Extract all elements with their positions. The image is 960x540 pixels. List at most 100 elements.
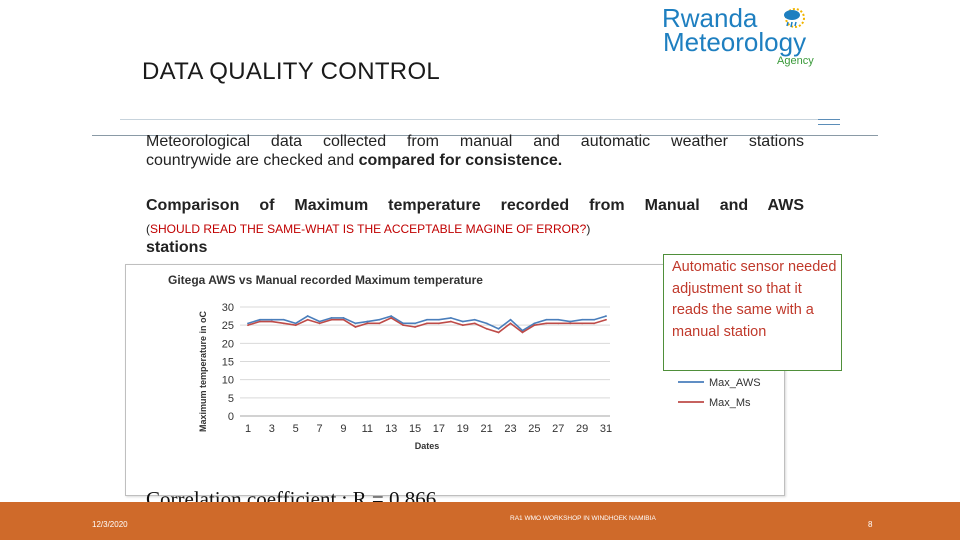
x-tick-label: 17 bbox=[433, 423, 445, 435]
data-point-max_ms bbox=[521, 331, 524, 334]
data-point-max_aws bbox=[426, 318, 428, 321]
divider-line bbox=[120, 119, 820, 120]
data-point-max_aws bbox=[521, 329, 524, 332]
x-tick-label: 23 bbox=[504, 423, 516, 435]
data-point-max_aws bbox=[354, 322, 357, 325]
data-point-max_ms bbox=[485, 327, 488, 330]
logo-text-rwanda: Rwanda bbox=[662, 3, 758, 33]
data-point-max_ms bbox=[557, 322, 560, 325]
x-tick-label: 3 bbox=[269, 423, 275, 435]
data-point-max_aws bbox=[605, 315, 607, 317]
callout-box bbox=[663, 254, 842, 371]
data-point-max_aws bbox=[270, 318, 273, 321]
data-point-max_aws bbox=[461, 320, 464, 323]
slide-title: DATA QUALITY CONTROL bbox=[142, 58, 441, 85]
data-point-max_aws bbox=[473, 318, 476, 321]
x-tick-label: 25 bbox=[528, 423, 540, 435]
x-tick-label: 1 bbox=[245, 423, 251, 435]
error-margin-note: (SHOULD READ THE SAME-WHAT IS THE ACCEPT… bbox=[146, 222, 590, 236]
data-point-max_ms bbox=[545, 322, 548, 325]
data-point-max_aws bbox=[438, 318, 440, 321]
x-tick-label: 5 bbox=[293, 423, 299, 435]
x-axis-label: Dates bbox=[415, 441, 440, 451]
x-tick-label: 11 bbox=[362, 423, 373, 435]
data-point-max_ms bbox=[438, 322, 440, 325]
data-point-max_ms bbox=[390, 317, 393, 319]
data-point-max_ms bbox=[247, 324, 249, 327]
data-point-max_aws bbox=[509, 318, 512, 321]
data-point-max_aws bbox=[342, 317, 345, 319]
data-point-max_aws bbox=[366, 320, 369, 323]
y-tick-label: 15 bbox=[222, 357, 234, 369]
x-tick-label: 19 bbox=[457, 423, 469, 435]
cloud-rain-icon bbox=[784, 8, 805, 28]
data-point-max_aws bbox=[378, 318, 381, 321]
paragraph-intro-line1: Meteorological data collected from manua… bbox=[146, 133, 804, 150]
y-tick-label: 25 bbox=[222, 320, 234, 332]
data-point-max_aws bbox=[485, 322, 488, 325]
intro-bold-text: compared for consistence. bbox=[358, 152, 563, 169]
legend-label: Max_Ms bbox=[709, 397, 751, 409]
data-point-max_ms bbox=[533, 324, 536, 327]
data-point-max_aws bbox=[593, 318, 595, 321]
x-tick-label: 7 bbox=[317, 423, 323, 435]
data-point-max_aws bbox=[533, 322, 536, 325]
data-point-max_aws bbox=[282, 318, 285, 321]
y-tick-label: 5 bbox=[228, 393, 234, 405]
y-axis-label: Maximum temperature in oC bbox=[198, 310, 208, 432]
data-point-max_aws bbox=[497, 327, 500, 330]
y-tick-label: 20 bbox=[222, 338, 234, 350]
legend-label: Max_AWS bbox=[709, 377, 761, 389]
data-point-max_ms bbox=[342, 318, 345, 321]
page-number: 8 bbox=[868, 520, 873, 529]
x-tick-label: 15 bbox=[409, 423, 421, 435]
y-tick-label: 30 bbox=[222, 302, 234, 314]
data-point-max_aws bbox=[402, 322, 405, 325]
data-point-max_ms bbox=[294, 324, 297, 327]
footer-bar bbox=[0, 502, 960, 540]
note-close-paren: ) bbox=[586, 222, 591, 236]
data-point-max_ms bbox=[414, 326, 416, 328]
paragraph-comparison: Comparison of Maximum temperature record… bbox=[146, 197, 804, 214]
divider-line bbox=[92, 135, 878, 136]
paragraph-stations: stations bbox=[146, 239, 208, 256]
data-point-max_ms bbox=[581, 322, 584, 325]
data-point-max_ms bbox=[497, 331, 500, 334]
x-tick-label: 9 bbox=[340, 423, 346, 435]
logo-text-meteorology: Meteorology bbox=[663, 27, 807, 57]
y-tick-label: 10 bbox=[222, 375, 234, 387]
data-point-max_aws bbox=[545, 318, 548, 321]
x-tick-label: 31 bbox=[600, 423, 612, 435]
data-point-max_ms bbox=[593, 322, 595, 325]
chart-title: Gitega AWS vs Manual recorded Maximum te… bbox=[168, 273, 483, 287]
data-point-max_ms bbox=[605, 318, 607, 321]
data-point-max_ms bbox=[259, 320, 261, 323]
note-open-paren: ( bbox=[146, 222, 150, 236]
data-point-max_aws bbox=[569, 320, 572, 323]
data-point-max_ms bbox=[449, 320, 452, 323]
data-point-max_aws bbox=[557, 318, 560, 321]
data-point-max_aws bbox=[449, 317, 452, 319]
data-point-max_ms bbox=[461, 324, 464, 327]
data-point-max_aws bbox=[330, 317, 333, 319]
data-point-max_ms bbox=[569, 322, 572, 325]
data-point-max_ms bbox=[354, 326, 357, 328]
data-point-max_aws bbox=[318, 320, 321, 323]
divider-accent bbox=[818, 119, 840, 120]
x-tick-label: 29 bbox=[576, 423, 588, 435]
data-point-max_ms bbox=[366, 322, 369, 325]
x-tick-label: 13 bbox=[385, 423, 397, 435]
temperature-line-chart: Gitega AWS vs Manual recorded Maximum te… bbox=[168, 273, 761, 451]
data-point-max_ms bbox=[473, 322, 476, 325]
intro-plain-text: countrywide are checked and bbox=[146, 152, 359, 169]
footer-note: RA1 WMO WORKSHOP IN WINDHOEK NAMIBIA bbox=[510, 515, 656, 522]
logo-text-agency: Agency bbox=[777, 55, 814, 67]
data-point-max_aws bbox=[390, 315, 393, 317]
data-point-max_aws bbox=[294, 322, 297, 325]
data-point-max_ms bbox=[270, 320, 273, 323]
paragraph-intro-line2: countrywide are checked and compared for… bbox=[146, 152, 562, 170]
data-point-max_aws bbox=[306, 315, 309, 317]
x-tick-label: 21 bbox=[481, 423, 493, 435]
data-point-max_ms bbox=[402, 324, 405, 327]
data-point-max_ms bbox=[282, 322, 285, 325]
